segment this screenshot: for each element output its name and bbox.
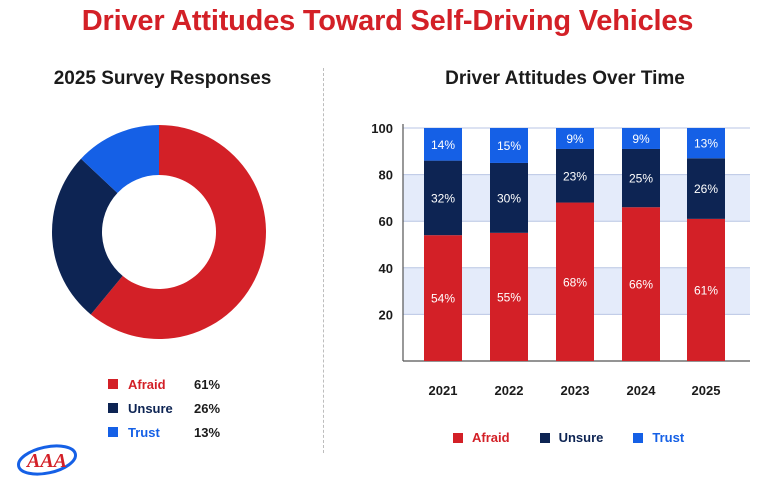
legend-swatch-afraid bbox=[108, 379, 118, 389]
bar-legend-label-unsure: Unsure bbox=[558, 430, 604, 445]
x-tick-label: 2024 bbox=[627, 383, 657, 398]
logo-text: AAA bbox=[25, 450, 67, 472]
bar-segment-unsure-2021 bbox=[424, 160, 462, 236]
y-tick-label: 80 bbox=[379, 168, 393, 183]
bar-data-label: 14% bbox=[431, 138, 455, 152]
bar-data-label: 54% bbox=[431, 292, 455, 306]
bar-data-label: 9% bbox=[632, 132, 650, 146]
bar-data-label: 32% bbox=[431, 191, 455, 205]
bar-segment-trust-2023 bbox=[556, 128, 594, 149]
bar-legend-swatch-trust bbox=[633, 432, 644, 443]
legend-item-afraid: Afraid 61% bbox=[108, 372, 248, 396]
bar-data-label: 55% bbox=[497, 290, 521, 304]
bar-segment-trust-2024 bbox=[622, 128, 660, 149]
logo-oval bbox=[17, 444, 77, 476]
bar-segment-afraid-2025 bbox=[687, 218, 725, 361]
bar-data-label: 61% bbox=[694, 283, 718, 297]
bar-data-label: 13% bbox=[694, 137, 718, 151]
bar-segment-afraid-2024 bbox=[622, 207, 660, 361]
bar-segment-unsure-2023 bbox=[556, 148, 594, 203]
bar-data-label: 9% bbox=[566, 132, 584, 146]
legend-swatch-trust bbox=[108, 427, 118, 437]
aaa-logo: AAA bbox=[17, 444, 77, 476]
legend-item-trust: Trust 13% bbox=[108, 420, 248, 444]
bar-legend-item-trust: Trust bbox=[633, 430, 684, 445]
donut-chart-title: 2025 Survey Responses bbox=[53, 68, 272, 89]
page-title: Driver Attitudes Toward Self-Driving Veh… bbox=[81, 5, 694, 37]
y-tick-label: 60 bbox=[379, 214, 393, 229]
legend-label-unsure: Unsure bbox=[128, 400, 173, 416]
bar-segment-afraid-2023 bbox=[556, 202, 594, 361]
y-tick-label: 100 bbox=[371, 121, 393, 136]
bar-data-label: 15% bbox=[497, 139, 521, 153]
x-tick-label: 2023 bbox=[561, 383, 590, 398]
x-tick-label: 2022 bbox=[495, 383, 524, 398]
donut-legend: Afraid 61% Unsure 26% Trust 13% bbox=[108, 372, 248, 444]
bar-legend-label-trust: Trust bbox=[652, 430, 685, 445]
y-tick-label: 40 bbox=[379, 261, 393, 276]
bar-segment-trust-2021 bbox=[424, 128, 462, 161]
donut-slice-trust bbox=[81, 125, 159, 193]
bar-segment-afraid-2022 bbox=[490, 232, 528, 361]
section-divider bbox=[323, 68, 324, 453]
bar-legend-item-afraid: Afraid bbox=[453, 430, 510, 445]
bar-segment-afraid-2021 bbox=[424, 235, 462, 361]
bar-chart-title: Driver Attitudes Over Time bbox=[445, 68, 685, 89]
x-tick-label: 2021 bbox=[429, 383, 458, 398]
bar-segment-unsure-2022 bbox=[490, 162, 528, 233]
donut-slice-unsure bbox=[51, 158, 123, 315]
bar-legend-swatch-unsure bbox=[539, 432, 550, 443]
bar-legend: Afraid Unsure Trust bbox=[453, 430, 713, 445]
bar-data-label: 30% bbox=[497, 191, 521, 205]
legend-item-unsure: Unsure 26% bbox=[108, 396, 248, 420]
bar-segment-trust-2022 bbox=[490, 128, 528, 163]
legend-swatch-unsure bbox=[108, 403, 118, 413]
y-tick-label: 20 bbox=[379, 307, 393, 322]
donut-slice-afraid bbox=[90, 125, 266, 339]
bar-legend-swatch-afraid bbox=[453, 432, 463, 443]
bar-data-label: 23% bbox=[563, 169, 587, 183]
bar-data-label: 66% bbox=[629, 278, 653, 292]
legend-value-afraid: 61% bbox=[194, 376, 221, 392]
bar-segment-unsure-2024 bbox=[622, 148, 660, 208]
bar-legend-item-unsure: Unsure bbox=[539, 430, 604, 445]
bar-segment-trust-2025 bbox=[687, 128, 725, 159]
legend-value-trust: 13% bbox=[194, 424, 221, 440]
legend-label-trust: Trust bbox=[128, 424, 160, 440]
bar-data-label: 25% bbox=[629, 172, 653, 186]
bar-data-label: 68% bbox=[563, 275, 587, 289]
bar-legend-label-afraid: Afraid bbox=[472, 430, 510, 445]
legend-label-afraid: Afraid bbox=[128, 376, 166, 392]
bar-segment-unsure-2025 bbox=[687, 158, 725, 219]
x-tick-label: 2025 bbox=[692, 383, 721, 398]
legend-value-unsure: 26% bbox=[194, 400, 221, 416]
bar-data-label: 26% bbox=[694, 182, 718, 196]
